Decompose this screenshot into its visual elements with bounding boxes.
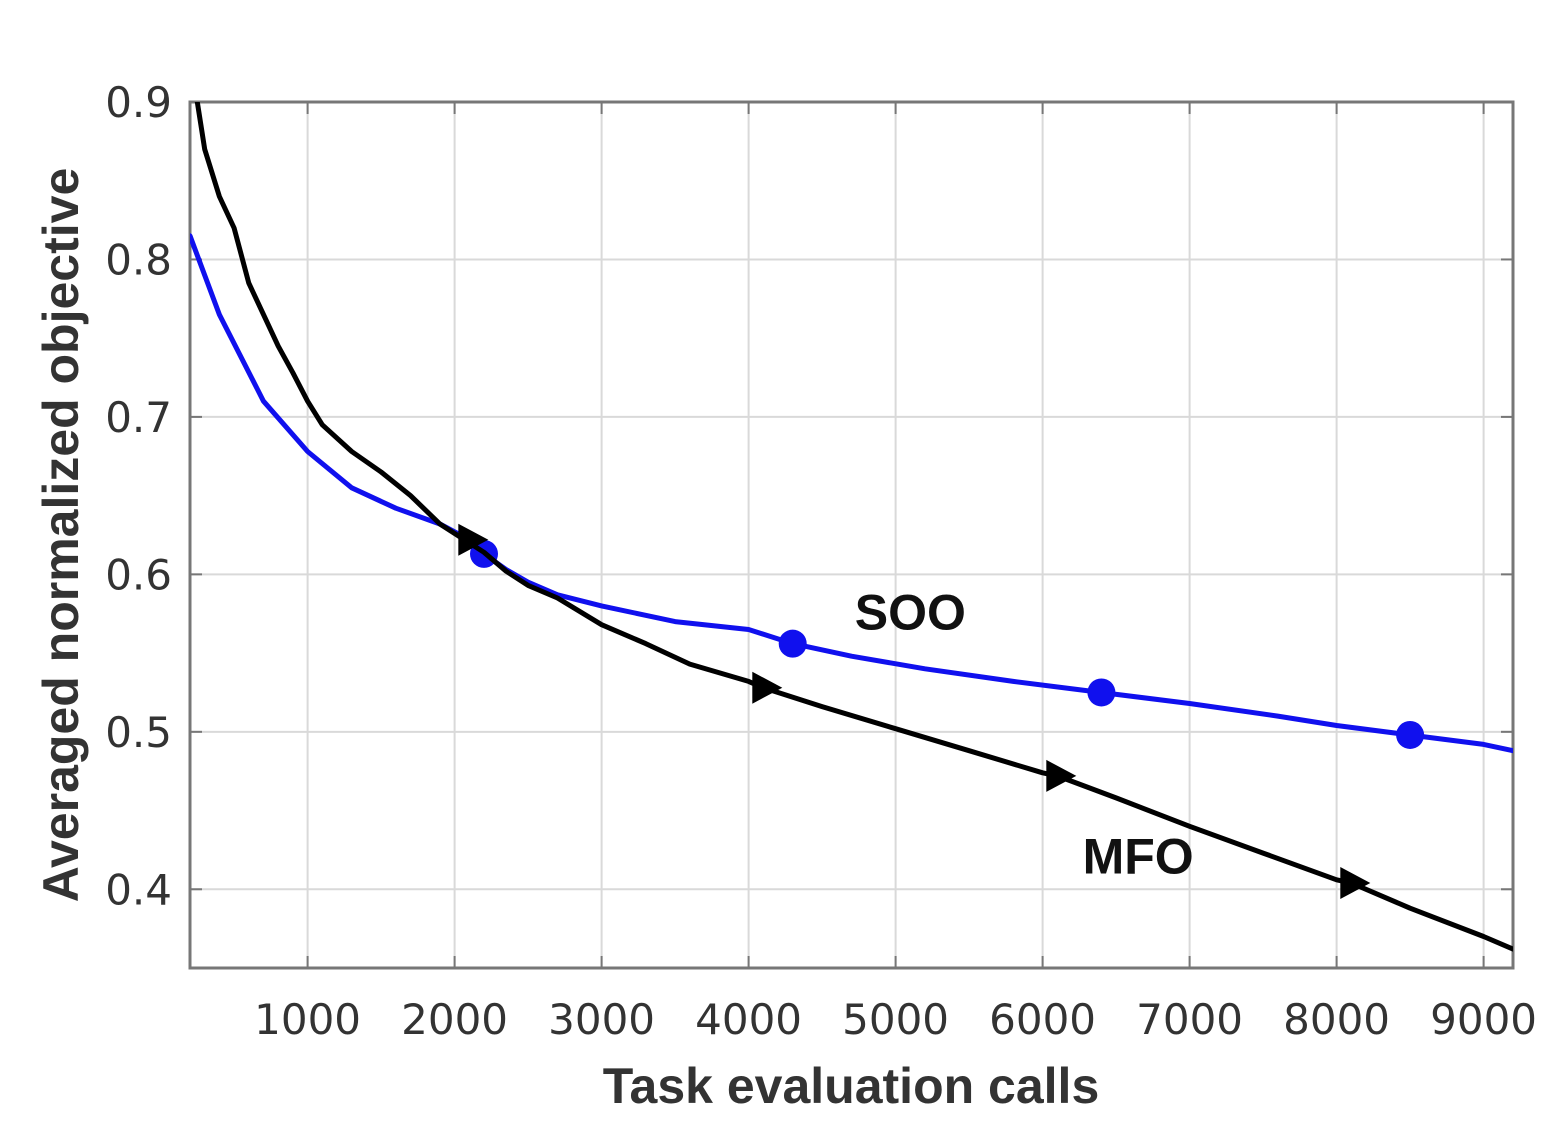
series-label-mfo: MFO [1083, 829, 1194, 885]
y-tick-label: 0.4 [105, 865, 172, 914]
mfo-marker [458, 523, 489, 556]
series-mfo [194, 102, 1513, 952]
y-tick-label: 0.5 [105, 708, 172, 757]
mfo-marker [1340, 866, 1371, 899]
y-tick-label: 0.9 [105, 78, 172, 127]
soo-line [190, 233, 1513, 754]
plot-frame [188, 100, 1515, 970]
x-axis: 1000 2000 3000 4000 5000 6000 7000 8000 9000 [254, 102, 1537, 1044]
y-axis: 0.4 0.5 0.6 0.7 0.8 0.9 [105, 78, 1513, 914]
grid-lines [190, 101, 1513, 968]
soo-marker [1396, 720, 1425, 749]
x-tick-label: 7000 [1136, 995, 1243, 1044]
series-layer [190, 102, 1513, 952]
x-tick-label: 1000 [254, 995, 361, 1044]
x-tick-label: 8000 [1283, 995, 1390, 1044]
x-axis-title: Task evaluation calls [603, 1058, 1100, 1114]
mfo-marker [1046, 759, 1077, 792]
x-tick-label: 6000 [989, 995, 1096, 1044]
series-label-soo: SOO [855, 584, 966, 640]
x-tick-label: 3000 [548, 995, 655, 1044]
soo-marker [1087, 678, 1116, 707]
series-soo [190, 233, 1513, 754]
y-axis-title: Averaged normalized objective [33, 168, 89, 903]
x-tick-label: 5000 [842, 995, 949, 1044]
x-tick-label: 9000 [1430, 995, 1537, 1044]
y-tick-label: 0.7 [105, 393, 172, 442]
y-tick-label: 0.6 [105, 550, 172, 599]
x-tick-label: 4000 [695, 995, 802, 1044]
y-tick-label: 0.8 [105, 235, 172, 284]
soo-marker [778, 629, 807, 658]
mfo-marker [752, 671, 783, 704]
x-tick-label: 2000 [401, 995, 508, 1044]
mfo-line [194, 102, 1513, 952]
annotations: SOO MFO [855, 584, 1194, 884]
